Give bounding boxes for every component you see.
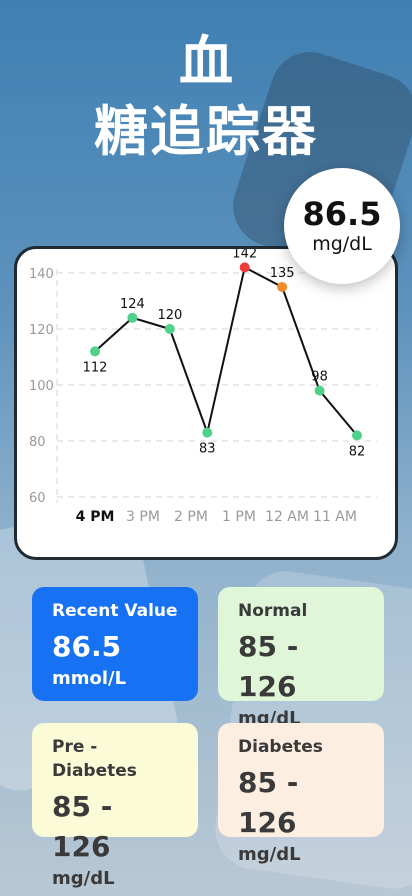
y-tick-label: 140 (29, 267, 54, 282)
data-point (164, 324, 175, 334)
recent-value-card[interactable]: Recent Value 86.5 mmol/L (32, 587, 198, 701)
badge-unit: mg/dL (312, 233, 372, 255)
card-value: 85 - 126 (238, 766, 299, 839)
data-label: 82 (349, 444, 366, 459)
card-value: 86.5 (52, 630, 122, 663)
data-point (127, 312, 138, 323)
data-point (277, 282, 288, 292)
data-label: 98 (311, 370, 328, 385)
data-label: 112 (83, 360, 108, 375)
series-line (94, 265, 358, 437)
chart-card: 140 120 100 80 60 4 PM 3 PM 2 PM 1 PM 12 AM 11 AM 1… (14, 246, 398, 560)
data-point (202, 427, 213, 438)
y-tick-label: 80 (29, 435, 46, 450)
page-title-line-1: 血 (179, 30, 233, 93)
x-tick-label: 12 AM (265, 509, 309, 525)
card-unit: mg/dL (238, 844, 301, 865)
card-label: Recent Value (52, 601, 178, 621)
data-point (314, 385, 325, 396)
card-value: 85 - 126 (52, 790, 113, 863)
x-tick-label: 4 PM (76, 509, 115, 525)
data-label: 83 (199, 442, 216, 457)
current-value-badge: 86.5 mg/dL (284, 168, 400, 284)
badge-value: 86.5 (302, 195, 382, 233)
page-title-line-2: 糖追踪器 (94, 100, 318, 163)
y-tick-label: 60 (29, 491, 46, 506)
diabetes-range-card[interactable]: Diabetes 85 - 126 mg/dL (218, 723, 384, 865)
y-tick-label: 120 (29, 323, 54, 338)
x-tick-label: 2 PM (174, 509, 208, 525)
data-point (239, 262, 250, 273)
y-tick-label: 100 (29, 379, 54, 394)
card-label: Normal (238, 601, 308, 621)
glucose-line-chart: 140 120 100 80 60 4 PM 3 PM 2 PM 1 PM 12 AM 11 AM 1… (29, 246, 377, 525)
x-tick-label: 3 PM (126, 509, 160, 525)
normal-range-card[interactable]: Normal 85 - 126 mg/dL (218, 587, 384, 729)
card-label: Diabetes (238, 737, 323, 757)
data-label: 124 (120, 297, 145, 312)
data-label: 135 (270, 266, 295, 281)
x-tick-label: 1 PM (222, 509, 256, 525)
data-label: 120 (157, 308, 182, 323)
card-unit: mg/dL (52, 868, 115, 889)
card-label: Pre - Diabetes (52, 737, 137, 781)
data-point (352, 430, 362, 441)
data-point (90, 346, 100, 357)
card-unit: mmol/L (52, 668, 127, 689)
x-tick-label: 11 AM (313, 509, 357, 525)
data-label: 142 (232, 249, 257, 261)
prediabetes-range-card[interactable]: Pre - Diabetes 85 - 126 mg/dL (32, 723, 198, 889)
card-value: 85 - 126 (238, 630, 299, 703)
